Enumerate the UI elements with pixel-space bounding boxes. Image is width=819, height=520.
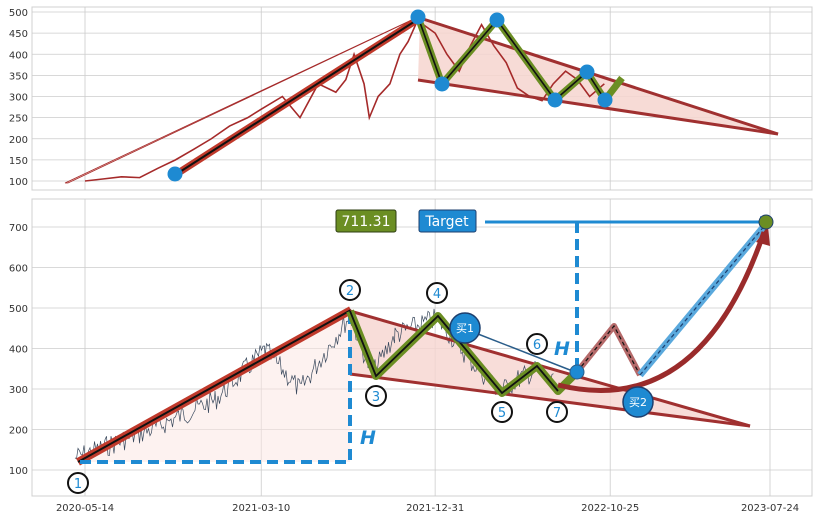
bottom-y-tick-label: 100 [9,466,28,477]
target-label-box [418,209,477,233]
pivot-number-circle [546,401,568,423]
top-y-tick-label: 250 [9,114,28,125]
x-tick-label: 2023-07-24 [741,503,799,514]
top-pivot-marker [434,76,450,92]
bottom-uptrend-core [77,309,352,463]
top-y-tick-label: 150 [9,156,28,167]
breakout-marker [569,364,585,380]
bottom-y-tick-label: 600 [9,264,28,275]
top-pivot-marker [579,64,595,80]
h-measure-left [80,313,352,464]
price-label-box [335,209,397,233]
height-label-left: H [360,427,376,449]
top-pivot-marker [167,166,183,182]
bottom-y-tick-label: 300 [9,385,28,396]
pivot-number-label: 3 [372,390,380,405]
price-label-text: 711.31 [342,214,391,230]
bottom-zigzag-core [349,310,559,395]
top-y-tick-label: 100 [9,177,28,188]
x-tick-label: 2020-05-14 [56,503,114,514]
pivot-number-label: 7 [553,406,561,421]
top-panel: 100 150 200 250 300 350 400 450 500 [9,6,813,191]
buy1-connector [477,333,571,371]
target-marker [758,214,774,230]
x-tick-label: 2021-12-31 [406,503,464,514]
top-y-tick-label: 300 [9,93,28,104]
bottom-y-tick-label: 700 [9,223,28,234]
pivot-number-label: 5 [498,406,506,421]
top-y-tick-label: 500 [9,8,28,19]
bottom-y-tick-label: 500 [9,304,28,315]
top-pivot-marker [410,9,426,25]
target-projection-core [639,223,767,376]
height-label-right: H [554,338,570,360]
top-pivot-marker [489,12,505,28]
buy1-circle [449,312,481,344]
x-tick-label: 2022-10-25 [581,503,639,514]
bottom-panel: 100 200 300 400 500 600 700 2020-05-14 2021-03-1… [9,198,813,514]
pivot-number-circle [365,385,387,407]
pivot-number-label: 1 [74,477,82,492]
top-price-line [84,19,605,182]
target-label-text: Target [424,214,469,230]
pivot-number-circle [339,279,361,301]
x-tick-label: 2021-03-10 [232,503,290,514]
pivot-number-circle [426,282,448,304]
top-uptrend-core [174,17,421,176]
top-pivot-marker [547,92,563,108]
top-y-tick-label: 450 [9,29,28,40]
buy2-circle [622,386,654,418]
pivot-number-circle [491,401,513,423]
buy2-label: 买2 [629,396,647,409]
top-y-tick-label: 400 [9,50,28,61]
top-pivot-marker [597,92,613,108]
curved-arrow-head [756,226,770,246]
curved-target-arrow [557,231,767,393]
pivot-number-label: 4 [433,287,441,302]
bottom-y-tick-label: 400 [9,345,28,356]
pivot-number-circle [526,333,548,355]
pivot-number-circle [67,472,89,494]
top-y-tick-label: 350 [9,71,28,82]
bottom-upper-boundary [349,309,751,428]
bottom-price-line [74,308,554,463]
pivot-number-label: 6 [533,338,541,353]
bottom-y-tick-label: 200 [9,426,28,437]
pivot-number-label: 2 [346,284,354,299]
projected-path-core [576,324,641,376]
top-y-tick-label: 200 [9,135,28,146]
buy1-label: 买1 [456,322,474,335]
bottom-lower-boundary [349,372,751,428]
top-lower-boundary [417,78,779,136]
